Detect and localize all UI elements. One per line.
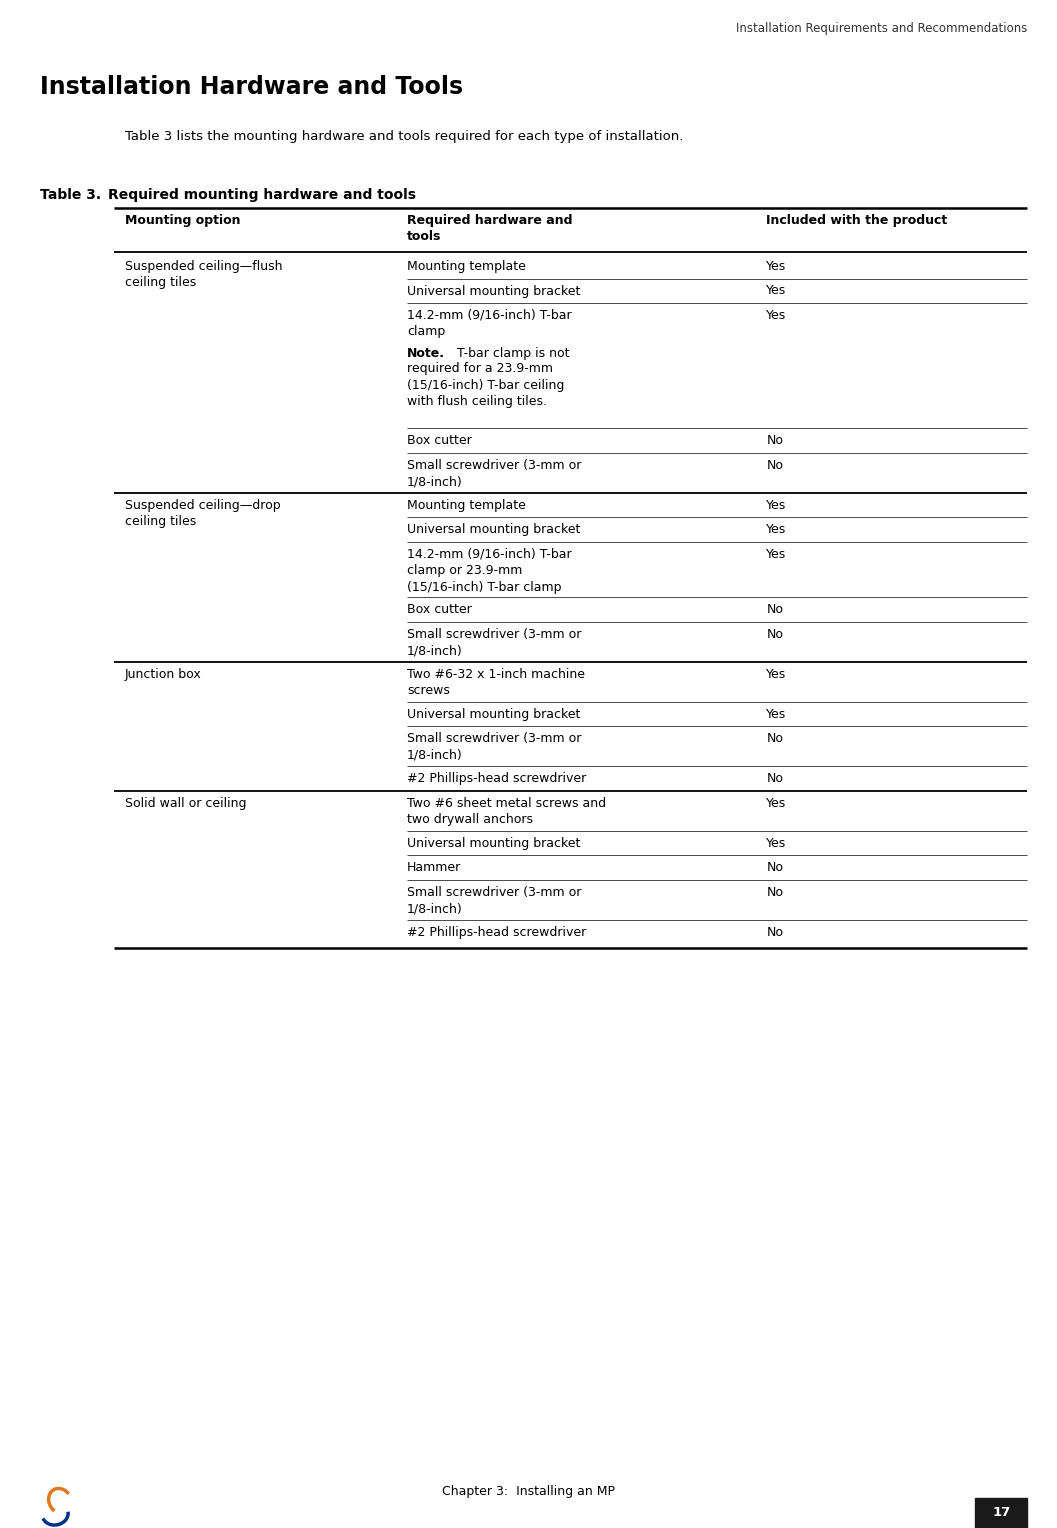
Text: Mounting option: Mounting option bbox=[125, 214, 240, 228]
Text: Mounting template: Mounting template bbox=[407, 260, 525, 274]
Text: No: No bbox=[766, 772, 783, 785]
Text: No: No bbox=[766, 886, 783, 898]
Text: Small screwdriver (3-mm or
1/8-inch): Small screwdriver (3-mm or 1/8-inch) bbox=[407, 732, 581, 762]
Text: T-bar clamp is not: T-bar clamp is not bbox=[449, 347, 570, 361]
Text: Two #6 sheet metal screws and
two drywall anchors: Two #6 sheet metal screws and two drywal… bbox=[407, 796, 606, 827]
Text: Included with the product: Included with the product bbox=[766, 214, 947, 228]
Text: Suspended ceiling—drop
ceiling tiles: Suspended ceiling—drop ceiling tiles bbox=[125, 498, 280, 527]
Text: Yes: Yes bbox=[766, 707, 786, 721]
Text: No: No bbox=[766, 862, 783, 874]
Text: #2 Phillips-head screwdriver: #2 Phillips-head screwdriver bbox=[407, 926, 587, 938]
Text: Chapter 3:  Installing an MP: Chapter 3: Installing an MP bbox=[442, 1485, 615, 1497]
Text: Two #6-32 x 1-inch machine
screws: Two #6-32 x 1-inch machine screws bbox=[407, 668, 585, 697]
Text: Required mounting hardware and tools: Required mounting hardware and tools bbox=[108, 188, 416, 202]
Text: Small screwdriver (3-mm or
1/8-inch): Small screwdriver (3-mm or 1/8-inch) bbox=[407, 886, 581, 915]
Text: Yes: Yes bbox=[766, 284, 786, 298]
Text: No: No bbox=[766, 434, 783, 448]
Text: Universal mounting bracket: Universal mounting bracket bbox=[407, 707, 580, 721]
Text: Yes: Yes bbox=[766, 668, 786, 681]
Text: 14.2-mm (9/16-inch) T-bar
clamp or 23.9-mm
(15/16-inch) T-bar clamp: 14.2-mm (9/16-inch) T-bar clamp or 23.9-… bbox=[407, 547, 572, 594]
Text: Hammer: Hammer bbox=[407, 862, 461, 874]
Text: Suspended ceiling—flush
ceiling tiles: Suspended ceiling—flush ceiling tiles bbox=[125, 260, 282, 289]
Text: required for a 23.9-mm
(15/16-inch) T-bar ceiling
with flush ceiling tiles.: required for a 23.9-mm (15/16-inch) T-ba… bbox=[407, 362, 564, 408]
Text: 14.2-mm (9/16-inch) T-bar
clamp: 14.2-mm (9/16-inch) T-bar clamp bbox=[407, 309, 572, 339]
Text: Yes: Yes bbox=[766, 547, 786, 561]
Text: No: No bbox=[766, 926, 783, 938]
Text: Required hardware and
tools: Required hardware and tools bbox=[407, 214, 573, 243]
Text: #2 Phillips-head screwdriver: #2 Phillips-head screwdriver bbox=[407, 772, 587, 785]
Text: Yes: Yes bbox=[766, 837, 786, 850]
Text: Table 3 lists the mounting hardware and tools required for each type of installa: Table 3 lists the mounting hardware and … bbox=[125, 130, 683, 144]
Text: Yes: Yes bbox=[766, 260, 786, 274]
Text: Yes: Yes bbox=[766, 498, 786, 512]
FancyBboxPatch shape bbox=[976, 1497, 1027, 1528]
Text: No: No bbox=[766, 628, 783, 640]
Text: Box cutter: Box cutter bbox=[407, 604, 471, 616]
Text: No: No bbox=[766, 604, 783, 616]
Text: Universal mounting bracket: Universal mounting bracket bbox=[407, 523, 580, 536]
Text: Note.: Note. bbox=[407, 347, 445, 361]
Text: Universal mounting bracket: Universal mounting bracket bbox=[407, 284, 580, 298]
Text: Yes: Yes bbox=[766, 523, 786, 536]
Text: Mounting template: Mounting template bbox=[407, 498, 525, 512]
Text: Universal mounting bracket: Universal mounting bracket bbox=[407, 837, 580, 850]
Text: Installation Hardware and Tools: Installation Hardware and Tools bbox=[40, 75, 463, 99]
Text: Installation Requirements and Recommendations: Installation Requirements and Recommenda… bbox=[736, 21, 1027, 35]
Text: 17: 17 bbox=[993, 1507, 1010, 1519]
Text: Small screwdriver (3-mm or
1/8-inch): Small screwdriver (3-mm or 1/8-inch) bbox=[407, 628, 581, 657]
Text: Small screwdriver (3-mm or
1/8-inch): Small screwdriver (3-mm or 1/8-inch) bbox=[407, 458, 581, 489]
Text: Junction box: Junction box bbox=[125, 668, 202, 681]
Text: Yes: Yes bbox=[766, 796, 786, 810]
Text: No: No bbox=[766, 458, 783, 472]
Text: Yes: Yes bbox=[766, 309, 786, 322]
Text: Box cutter: Box cutter bbox=[407, 434, 471, 448]
Text: Table 3.: Table 3. bbox=[40, 188, 101, 202]
Text: Solid wall or ceiling: Solid wall or ceiling bbox=[125, 796, 246, 810]
Text: No: No bbox=[766, 732, 783, 746]
